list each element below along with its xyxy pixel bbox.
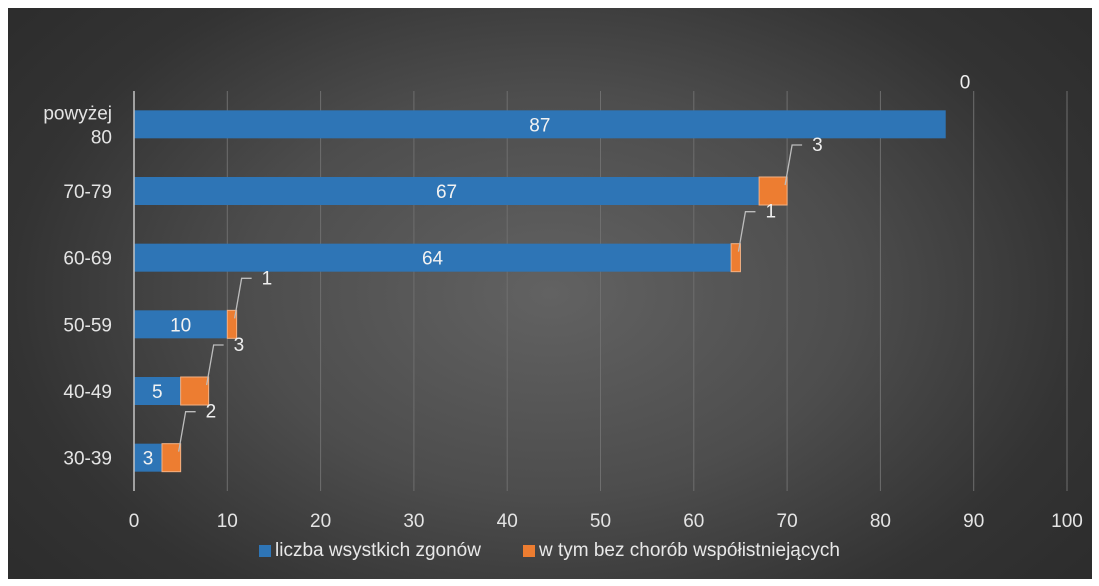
data-labels: 3 2 5 3 10 1 64 1 67 3 87 0 [143,72,971,469]
gridlines [226,91,1068,491]
x-tick-label: 70 [777,511,798,532]
x-tick-label: 100 [1051,511,1083,532]
bar-label-no-comorbidities: 3 [234,335,245,356]
y-tick-label: 30-39 [63,449,112,470]
legend-label-total-deaths: liczba wsystkich zgonów [275,540,481,561]
bar-label-no-comorbidities: 1 [262,268,273,289]
bar-total-deaths [134,443,162,472]
bar-label-no-comorbidities: 3 [812,135,823,156]
bar-no-comorbidities [226,309,238,339]
bar-label-total-deaths: 67 [436,182,457,203]
x-tick-label: 10 [217,511,238,532]
y-tick-label: 70-79 [63,182,112,203]
x-tick-label: 20 [310,511,331,532]
bar-no-comorbidities [161,443,182,473]
y-tick-label: powyżej [43,103,112,124]
y-tick-label: 60-69 [63,249,112,270]
callout-leader-line [784,144,803,186]
bar-no-comorbidities [180,376,210,406]
bar-label-total-deaths: 87 [529,115,550,136]
x-tick-label: 40 [497,511,518,532]
bar-label-no-comorbidities: 1 [765,202,776,223]
x-tick-label: 60 [683,511,704,532]
bar-label-total-deaths: 5 [152,382,163,403]
callout-leader-line [178,411,196,452]
legend-label-no-comorbidities: w tym bez chorób współistniejących [538,540,840,561]
bar-label-total-deaths: 64 [422,249,444,270]
x-tick-label: 90 [963,511,984,532]
callout-leader-line [737,211,756,252]
bar-label-total-deaths: 3 [143,449,154,470]
legend-swatch-orange [522,545,535,557]
bar-no-comorbidities [758,176,788,206]
bar-total-deaths [134,110,946,139]
bar-total-deaths [134,177,760,205]
x-tick-label: 0 [129,511,140,532]
callout-leader-line [205,344,224,386]
legend: liczba wsystkich zgonów w tym bez chorób… [0,540,1099,562]
y-tick-label: 40-49 [63,382,112,403]
bar-total-deaths [134,310,228,339]
axes: 0 10 20 30 40 50 60 70 80 90 100 30-39 40-49 50-59 60-… [43,91,1083,532]
legend-item-total-deaths: liczba wsystkich zgonów [259,540,481,562]
x-tick-label: 80 [870,511,891,532]
y-tick-label: 80 [91,127,112,148]
bar-no-comorbidities [730,243,741,273]
bar-label-total-deaths: 10 [170,315,191,336]
chart-area [8,8,1092,579]
bar-label-no-comorbidities: 2 [206,402,217,423]
callout-leader-line [233,277,252,319]
bar-label-no-comorbidities: 0 [960,72,971,93]
legend-swatch-blue [259,545,272,557]
y-tick-label: 50-59 [63,315,112,336]
bar-total-deaths [134,243,732,272]
x-tick-label: 50 [590,511,611,532]
x-tick-label: 30 [403,511,424,532]
bars [134,110,946,473]
legend-item-no-comorbidities: w tym bez chorób współistniejących [522,540,840,562]
bar-total-deaths [134,377,181,405]
